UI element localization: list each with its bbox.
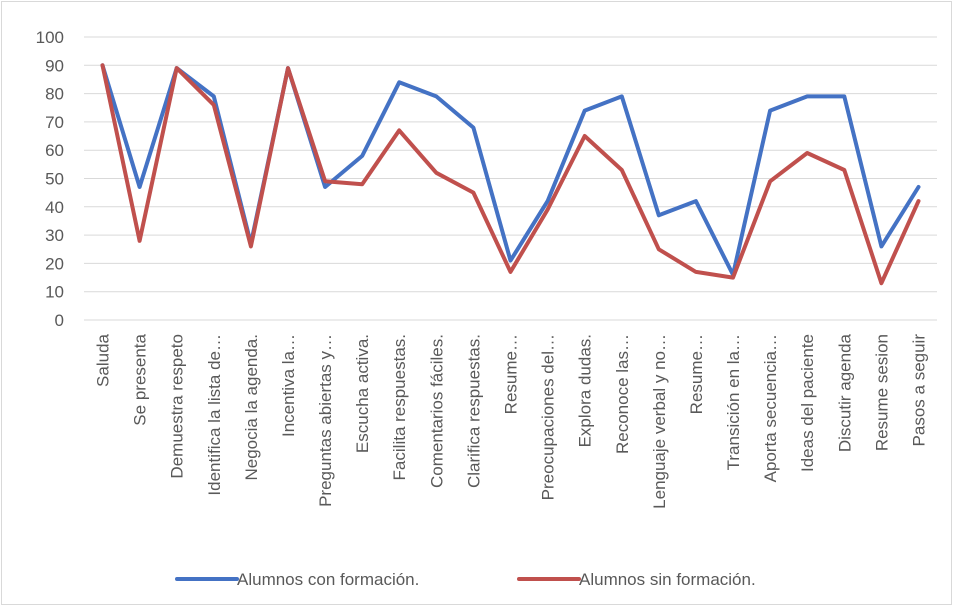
x-tick-label: Facilita respuestas.	[390, 334, 409, 480]
y-tick-label: 40	[45, 198, 64, 217]
y-tick-label: 100	[36, 28, 64, 47]
x-tick-label: Clarifica respuestas.	[464, 334, 483, 488]
y-tick-label: 0	[55, 311, 64, 330]
y-tick-label: 90	[45, 56, 64, 75]
y-tick-label: 10	[45, 283, 64, 302]
x-tick-label: Preguntas abiertas y…	[316, 334, 335, 507]
x-tick-label: Transición en la…	[724, 334, 743, 470]
y-tick-label: 60	[45, 141, 64, 160]
legend-label: Alumnos sin formación.	[579, 570, 756, 589]
x-tick-label: Comentarios fáciles.	[427, 334, 446, 488]
legend: Alumnos con formación. Alumnos sin formac…	[175, 570, 756, 589]
x-tick-label: Resume sesion	[872, 334, 891, 451]
series-line-sin-formacion	[100, 63, 921, 286]
x-tick-label: Preocupaciones del…	[539, 334, 558, 500]
x-tick-label: Saluda	[94, 333, 113, 386]
x-tick-label: Identifica la lista de…	[205, 334, 224, 496]
x-tick-label: Resume…	[687, 334, 706, 414]
y-tick-label: 30	[45, 226, 64, 245]
x-tick-label: Explora dudas.	[576, 334, 595, 447]
y-tick-label: 50	[45, 170, 64, 189]
x-tick-label: Negocia la agenda.	[242, 334, 261, 481]
x-tick-label: Resume…	[502, 334, 521, 414]
x-tick-label: Se presenta	[131, 333, 150, 425]
y-tick-label: 80	[45, 85, 64, 104]
series-line-con-formacion	[100, 63, 921, 277]
series-lines	[100, 63, 921, 286]
legend-label: Alumnos con formación.	[237, 570, 419, 589]
x-tick-label: Lenguaje verbal y no…	[650, 334, 669, 509]
x-tick-label: Pasos a seguir	[909, 334, 928, 447]
x-tick-label: Demuestra respeto	[168, 334, 187, 479]
x-tick-label: Incentiva la…	[279, 334, 298, 437]
y-tick-label: 20	[45, 254, 64, 273]
x-tick-label: Reconoce las…	[613, 334, 632, 454]
x-tick-label: Aporta secuencia…	[761, 334, 780, 482]
y-axis-tick-labels: 0 10 20 30 40 50 60 70 80 90 100	[36, 28, 64, 330]
x-tick-label: Escucha activa.	[353, 334, 372, 453]
x-tick-label: Discutir agenda	[835, 333, 854, 452]
x-axis-tick-labels: Saluda Se presenta Demuestra respeto Identi…	[94, 333, 929, 508]
x-tick-label: Ideas del paciente	[798, 334, 817, 472]
gridlines	[84, 36, 937, 321]
y-tick-label: 70	[45, 113, 64, 132]
